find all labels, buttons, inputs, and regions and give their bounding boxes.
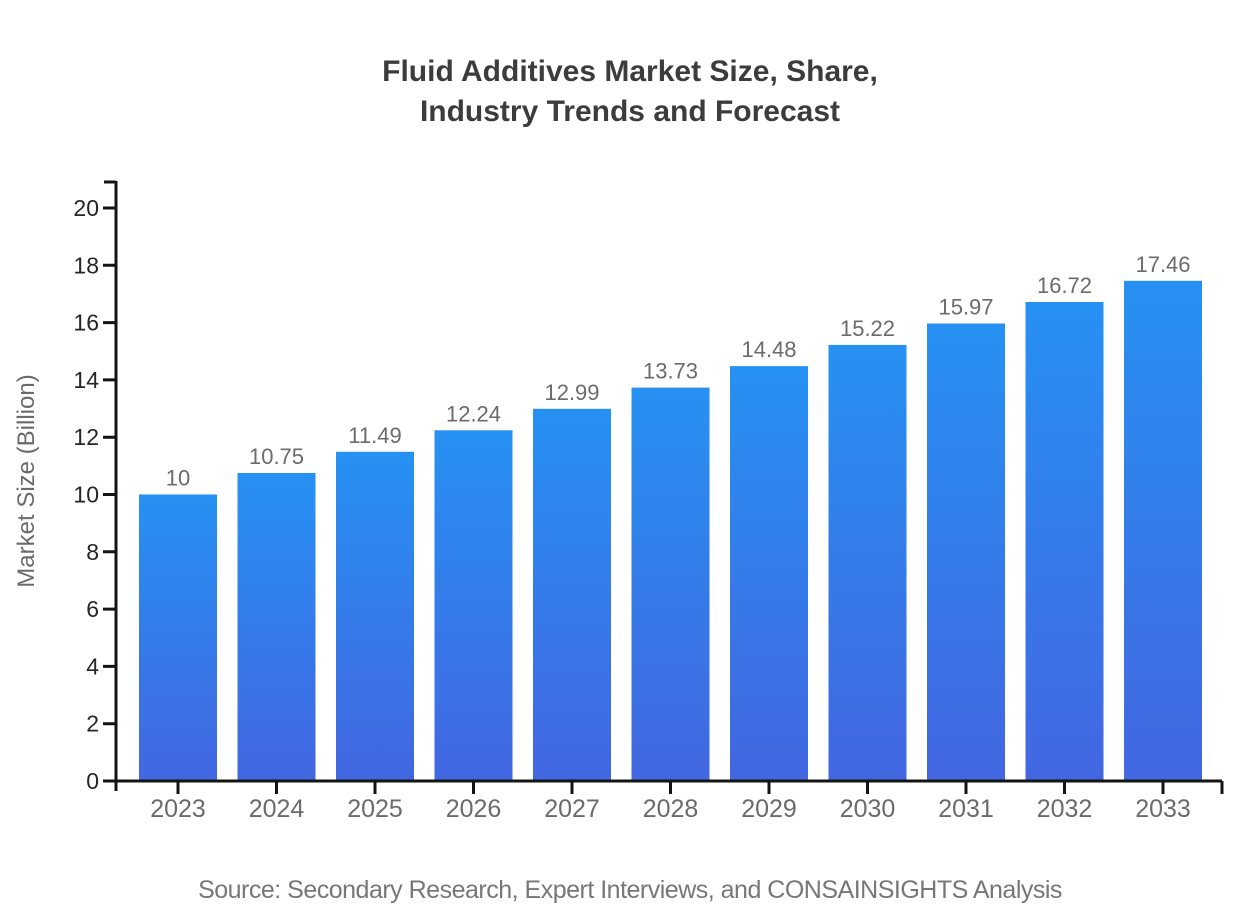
- x-tick-label: 2027: [544, 795, 600, 823]
- axes: [103, 180, 1224, 794]
- bar: [730, 366, 808, 781]
- y-axis-title: Market Size (Billion): [13, 374, 40, 587]
- x-tick-label: 2031: [938, 795, 994, 823]
- bar: [631, 387, 710, 781]
- bar: [927, 323, 1005, 781]
- bar-value-label: 10.75: [249, 444, 304, 469]
- bar-value-label: 17.46: [1135, 252, 1190, 277]
- chart-title-line-1: Fluid Additives Market Size, Share,: [382, 55, 878, 88]
- y-tick-label: 10: [73, 482, 99, 508]
- y-tick-label: 14: [73, 367, 99, 393]
- x-tick-label: 2033: [1135, 795, 1191, 823]
- y-tick-label: 20: [73, 195, 99, 221]
- bar: [533, 408, 611, 781]
- y-tick-label: 12: [73, 424, 99, 450]
- bar: [1124, 280, 1202, 781]
- bar-value-label: 10: [166, 466, 190, 491]
- x-tick-label: 2025: [347, 795, 403, 823]
- bar-value-label: 16.72: [1037, 273, 1092, 298]
- bar: [1025, 302, 1104, 781]
- y-tick-label: 4: [86, 653, 99, 679]
- y-tick-label: 6: [86, 596, 99, 622]
- y-tick-label: 16: [73, 310, 99, 336]
- bar: [237, 473, 316, 781]
- bar: [336, 451, 414, 781]
- bar-value-label: 12.99: [544, 380, 599, 405]
- bar: [434, 430, 513, 781]
- bar: [139, 494, 217, 781]
- chart-source-note: Source: Secondary Research, Expert Inter…: [198, 876, 1062, 904]
- y-tick-label: 2: [86, 711, 99, 737]
- bar-value-label: 13.73: [643, 359, 698, 384]
- bar-value-label: 14.48: [741, 337, 796, 362]
- x-tick-label: 2030: [840, 795, 896, 823]
- x-tick-label: 2028: [643, 795, 699, 823]
- bar-value-label: 12.24: [446, 401, 501, 426]
- x-tick-label: 2026: [446, 795, 502, 823]
- bar-value-label: 11.49: [348, 423, 401, 448]
- x-tick-label: 2032: [1037, 795, 1093, 823]
- bar: [828, 344, 907, 781]
- y-tick-label: 0: [86, 768, 99, 794]
- bar-value-label: 15.97: [938, 295, 993, 320]
- y-tick-label: 18: [73, 252, 99, 278]
- bar-value-label: 15.22: [840, 316, 895, 341]
- chart-title-line-2: Industry Trends and Forecast: [419, 95, 841, 128]
- chart-title: Fluid Additives Market Size, Share, Indu…: [0, 52, 1260, 132]
- y-tick-label: 8: [86, 539, 99, 565]
- x-tick-label: 2024: [249, 795, 305, 823]
- x-tick-label: 2029: [741, 795, 797, 823]
- x-tick-label: 2023: [150, 795, 206, 823]
